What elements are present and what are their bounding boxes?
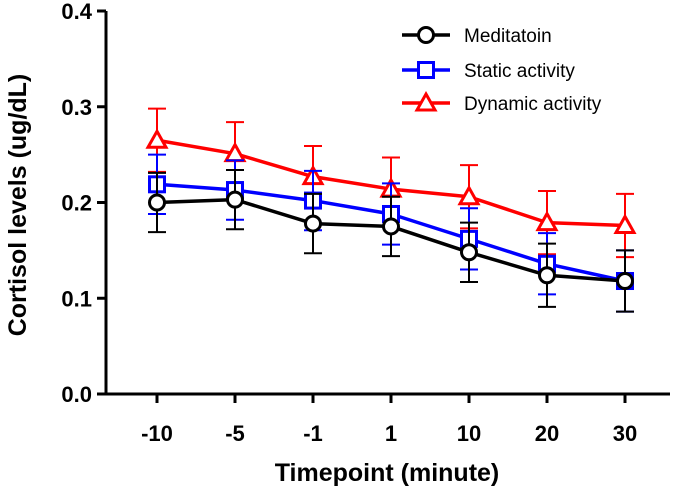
legend-marker	[414, 90, 438, 112]
y-tick-label: 0.3	[61, 95, 92, 120]
y-tick-label: 0.1	[61, 286, 92, 311]
data-point	[145, 128, 169, 149]
data-point	[148, 193, 166, 212]
y-tick-label: 0.2	[61, 191, 92, 216]
data-point	[535, 210, 559, 232]
x-tick-label: -1	[303, 421, 323, 446]
legend-item-static-activity: Static activity	[402, 61, 575, 82]
legend-item-dynamic-activity: Dynamic activity	[402, 90, 602, 115]
legend: Meditatoin Static activity Dynamic activit…	[402, 26, 602, 115]
data-point	[304, 214, 322, 233]
axes: 0.0 0.1 0.2 0.3 0.4 -10 -5 -1 1 10 20 30	[61, 0, 670, 446]
series-meditatoin	[148, 168, 634, 313]
x-tick-label: 20	[535, 421, 559, 446]
series-layer	[145, 107, 637, 313]
y-axis-title: Cortisol levels (ug/dL)	[4, 74, 32, 337]
legend-item-meditatoin: Meditatoin	[402, 26, 552, 47]
y-tick-label: 0.0	[61, 382, 92, 407]
legend-label: Meditatoin	[464, 26, 552, 47]
data-point	[613, 213, 637, 234]
legend-marker	[417, 26, 435, 44]
data-point	[616, 272, 634, 291]
x-tick-label: -5	[225, 421, 245, 446]
data-point	[226, 190, 244, 209]
data-point	[538, 266, 556, 285]
legend-label: Static activity	[464, 61, 575, 82]
x-tick-label: -10	[141, 421, 173, 446]
x-tick-label: 30	[613, 421, 637, 446]
x-tick-label: 10	[457, 421, 481, 446]
data-point	[460, 243, 478, 262]
x-axis-title: Timepoint (minute)	[275, 459, 500, 487]
data-point	[457, 184, 481, 206]
legend-label: Dynamic activity	[464, 94, 602, 115]
x-tick-label: 1	[385, 421, 397, 446]
legend-marker	[417, 61, 435, 79]
y-tick-label: 0.4	[61, 0, 92, 24]
data-point	[382, 217, 400, 236]
